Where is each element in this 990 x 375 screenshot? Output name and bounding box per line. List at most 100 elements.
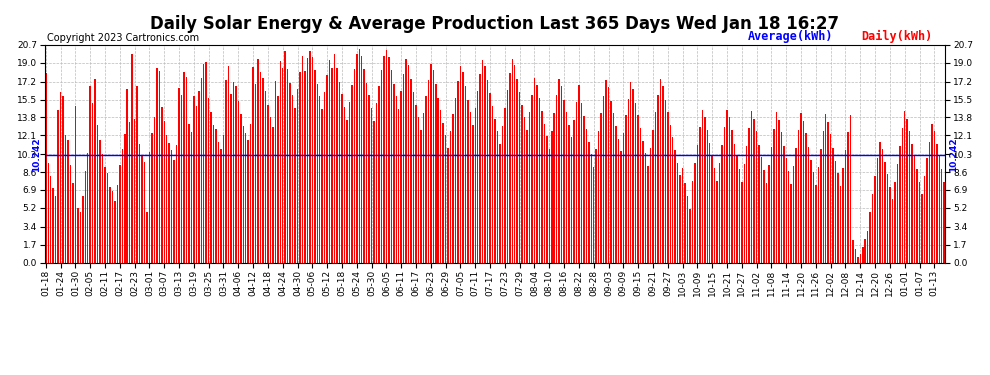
- Text: 10.242: 10.242: [949, 138, 958, 172]
- Bar: [899, 146, 901, 262]
- Bar: [907, 118, 908, 262]
- Bar: [864, 239, 866, 262]
- Bar: [114, 201, 116, 262]
- Bar: [494, 118, 496, 262]
- Bar: [87, 153, 88, 262]
- Bar: [282, 68, 283, 262]
- Bar: [657, 95, 658, 262]
- Bar: [430, 64, 432, 262]
- Bar: [922, 194, 923, 262]
- Bar: [386, 50, 387, 262]
- Bar: [553, 113, 555, 262]
- Bar: [262, 78, 263, 262]
- Bar: [667, 112, 668, 262]
- Bar: [327, 75, 328, 262]
- Bar: [884, 162, 886, 262]
- Bar: [719, 163, 721, 262]
- Bar: [775, 112, 777, 262]
- Bar: [635, 103, 637, 262]
- Bar: [348, 102, 350, 262]
- Bar: [585, 129, 587, 262]
- Bar: [788, 171, 789, 262]
- Bar: [225, 80, 227, 262]
- Bar: [640, 128, 642, 262]
- Bar: [917, 169, 918, 262]
- Bar: [329, 60, 331, 262]
- Bar: [183, 72, 185, 262]
- Bar: [462, 72, 463, 262]
- Bar: [166, 135, 167, 262]
- Bar: [939, 156, 940, 262]
- Bar: [188, 124, 190, 262]
- Text: Daily Solar Energy & Average Production Last 365 Days Wed Jan 18 16:27: Daily Solar Energy & Average Production …: [150, 15, 840, 33]
- Bar: [756, 131, 757, 262]
- Bar: [54, 196, 56, 262]
- Bar: [825, 114, 827, 262]
- Bar: [507, 90, 508, 262]
- Bar: [499, 144, 501, 262]
- Bar: [581, 103, 582, 262]
- Bar: [497, 131, 498, 262]
- Bar: [914, 156, 916, 262]
- Bar: [147, 212, 148, 262]
- Bar: [467, 100, 468, 262]
- Bar: [840, 186, 842, 262]
- Bar: [879, 142, 881, 262]
- Bar: [566, 112, 567, 262]
- Bar: [603, 96, 604, 262]
- Bar: [52, 188, 53, 262]
- Bar: [72, 183, 73, 262]
- Bar: [173, 159, 175, 262]
- Bar: [408, 65, 409, 262]
- Bar: [517, 79, 518, 262]
- Bar: [512, 58, 513, 262]
- Bar: [859, 254, 861, 262]
- Bar: [919, 182, 921, 262]
- Bar: [269, 117, 271, 262]
- Bar: [649, 148, 651, 262]
- Bar: [142, 156, 143, 262]
- Bar: [272, 127, 273, 262]
- Bar: [844, 150, 846, 262]
- Bar: [727, 110, 728, 262]
- Bar: [561, 86, 562, 262]
- Bar: [737, 156, 738, 262]
- Bar: [669, 125, 671, 262]
- Bar: [469, 112, 471, 262]
- Bar: [712, 155, 713, 262]
- Bar: [201, 78, 202, 262]
- Bar: [208, 98, 210, 262]
- Bar: [590, 154, 592, 262]
- Bar: [620, 151, 622, 262]
- Bar: [943, 182, 945, 262]
- Bar: [334, 54, 336, 262]
- Bar: [294, 108, 296, 262]
- Bar: [576, 102, 577, 262]
- Bar: [615, 126, 617, 262]
- Bar: [57, 110, 58, 262]
- Bar: [874, 176, 876, 262]
- Bar: [522, 105, 523, 262]
- Bar: [94, 79, 96, 262]
- Bar: [137, 86, 138, 262]
- Bar: [504, 108, 506, 262]
- Bar: [679, 175, 681, 262]
- Bar: [724, 127, 726, 262]
- Bar: [366, 83, 367, 262]
- Bar: [677, 163, 678, 262]
- Bar: [556, 95, 557, 262]
- Bar: [383, 56, 385, 262]
- Bar: [459, 66, 461, 262]
- Bar: [937, 144, 938, 262]
- Bar: [324, 92, 326, 262]
- Bar: [927, 159, 928, 262]
- Bar: [267, 105, 268, 262]
- Bar: [50, 176, 51, 262]
- Bar: [322, 109, 323, 262]
- Bar: [216, 129, 217, 262]
- Bar: [487, 80, 488, 262]
- Bar: [351, 85, 352, 262]
- Bar: [284, 51, 286, 262]
- Bar: [279, 61, 281, 262]
- Bar: [573, 120, 575, 262]
